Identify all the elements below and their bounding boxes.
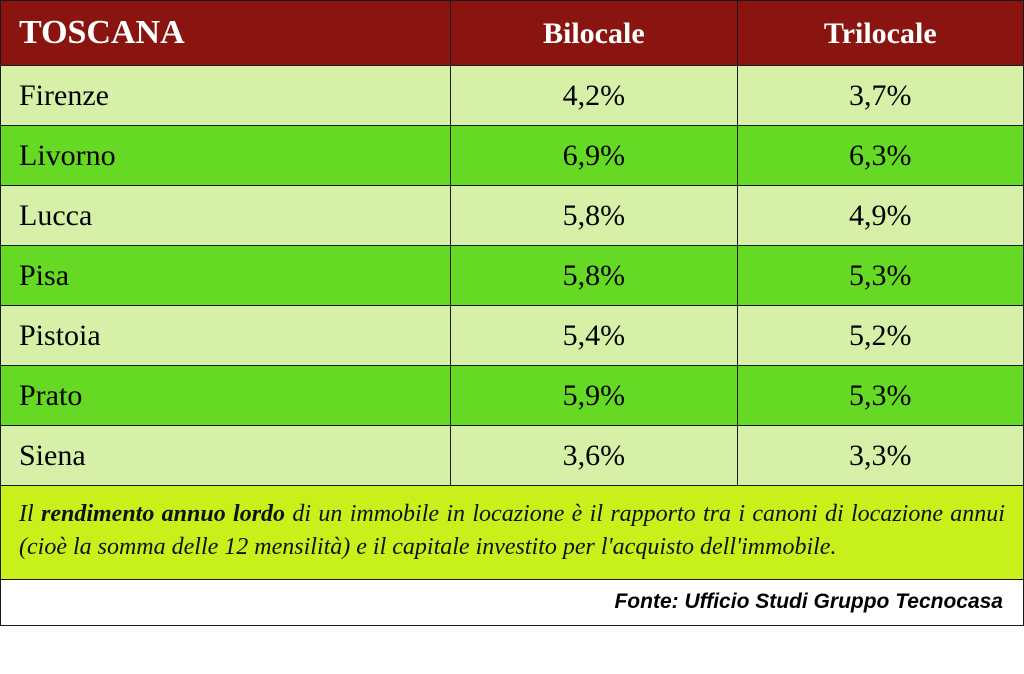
trilocale-cell: 3,7% bbox=[737, 66, 1023, 126]
city-cell: Pisa bbox=[1, 246, 451, 306]
note-prefix: Il bbox=[19, 501, 41, 527]
trilocale-cell: 5,3% bbox=[737, 246, 1023, 306]
note-cell: Il rendimento annuo lordo di un immobile… bbox=[1, 486, 1024, 580]
source-row: Fonte: Ufficio Studi Gruppo Tecnocasa bbox=[1, 579, 1024, 625]
bilocale-cell: 3,6% bbox=[451, 426, 737, 486]
trilocale-cell: 6,3% bbox=[737, 126, 1023, 186]
table-row: Prato5,9%5,3% bbox=[1, 366, 1024, 426]
trilocale-cell: 5,3% bbox=[737, 366, 1023, 426]
trilocale-cell: 5,2% bbox=[737, 306, 1023, 366]
table-row: Lucca5,8%4,9% bbox=[1, 186, 1024, 246]
header-col-bilocale: Bilocale bbox=[451, 1, 737, 66]
city-cell: Siena bbox=[1, 426, 451, 486]
table-body: Firenze4,2%3,7%Livorno6,9%6,3%Lucca5,8%4… bbox=[1, 66, 1024, 486]
bilocale-cell: 5,8% bbox=[451, 186, 737, 246]
yield-table: TOSCANA Bilocale Trilocale Firenze4,2%3,… bbox=[0, 0, 1024, 626]
city-cell: Livorno bbox=[1, 126, 451, 186]
city-cell: Firenze bbox=[1, 66, 451, 126]
city-cell: Pistoia bbox=[1, 306, 451, 366]
bilocale-cell: 5,4% bbox=[451, 306, 737, 366]
city-cell: Prato bbox=[1, 366, 451, 426]
table-row: Pistoia5,4%5,2% bbox=[1, 306, 1024, 366]
note-bold: rendimento annuo lordo bbox=[41, 501, 285, 527]
trilocale-cell: 3,3% bbox=[737, 426, 1023, 486]
header-row: TOSCANA Bilocale Trilocale bbox=[1, 1, 1024, 66]
bilocale-cell: 6,9% bbox=[451, 126, 737, 186]
table-row: Livorno6,9%6,3% bbox=[1, 126, 1024, 186]
table-row: Pisa5,8%5,3% bbox=[1, 246, 1024, 306]
header-title: TOSCANA bbox=[1, 1, 451, 66]
city-cell: Lucca bbox=[1, 186, 451, 246]
table-row: Siena3,6%3,3% bbox=[1, 426, 1024, 486]
bilocale-cell: 5,8% bbox=[451, 246, 737, 306]
bilocale-cell: 4,2% bbox=[451, 66, 737, 126]
table-row: Firenze4,2%3,7% bbox=[1, 66, 1024, 126]
trilocale-cell: 4,9% bbox=[737, 186, 1023, 246]
header-col-trilocale: Trilocale bbox=[737, 1, 1023, 66]
note-row: Il rendimento annuo lordo di un immobile… bbox=[1, 486, 1024, 580]
source-cell: Fonte: Ufficio Studi Gruppo Tecnocasa bbox=[1, 579, 1024, 625]
yield-table-container: TOSCANA Bilocale Trilocale Firenze4,2%3,… bbox=[0, 0, 1024, 626]
bilocale-cell: 5,9% bbox=[451, 366, 737, 426]
